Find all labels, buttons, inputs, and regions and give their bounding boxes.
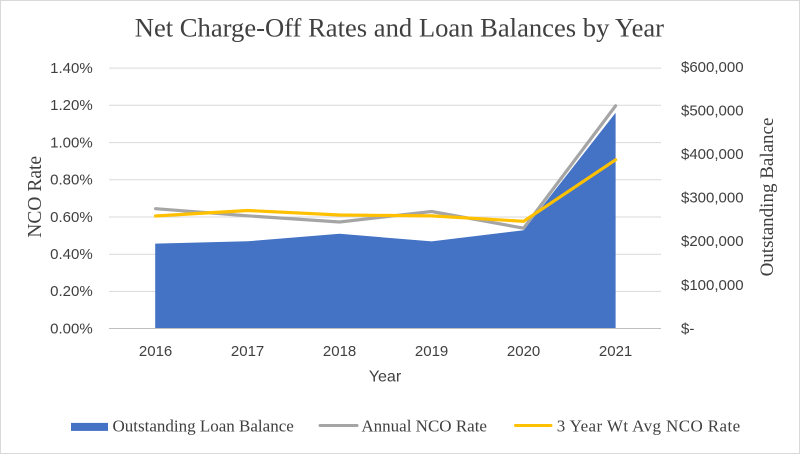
svg-text:3 Year Wt Avg NCO Rate: 3 Year Wt Avg NCO Rate	[557, 417, 741, 436]
svg-text:Outstanding Loan Balance: Outstanding Loan Balance	[113, 417, 294, 436]
svg-text:$300,000: $300,000	[681, 190, 744, 207]
svg-text:Outstanding Balance: Outstanding Balance	[757, 118, 778, 277]
svg-text:2017: 2017	[231, 343, 264, 360]
svg-text:2021: 2021	[599, 343, 632, 360]
svg-text:2018: 2018	[323, 343, 356, 360]
svg-text:0.40%: 0.40%	[50, 246, 93, 263]
svg-text:$200,000: $200,000	[681, 233, 744, 250]
svg-text:1.40%: 1.40%	[50, 60, 93, 77]
svg-text:Year: Year	[369, 369, 402, 386]
svg-text:NCO Rate: NCO Rate	[25, 156, 46, 238]
svg-text:Net Charge-Off Rates and Loan: Net Charge-Off Rates and Loan Balances b…	[135, 13, 664, 43]
svg-text:0.20%: 0.20%	[50, 283, 93, 300]
svg-text:$400,000: $400,000	[681, 146, 744, 163]
svg-text:$600,000: $600,000	[681, 59, 744, 76]
svg-text:2019: 2019	[415, 343, 448, 360]
svg-text:0.00%: 0.00%	[50, 320, 93, 337]
svg-text:$-: $-	[681, 320, 694, 337]
svg-text:$100,000: $100,000	[681, 277, 744, 294]
svg-text:2020: 2020	[507, 343, 540, 360]
svg-text:Annual NCO Rate: Annual NCO Rate	[361, 417, 487, 436]
svg-text:2016: 2016	[139, 343, 172, 360]
svg-text:1.00%: 1.00%	[50, 134, 93, 151]
svg-text:0.80%: 0.80%	[50, 172, 93, 189]
svg-text:1.20%: 1.20%	[50, 97, 93, 114]
svg-text:0.60%: 0.60%	[50, 209, 93, 226]
svg-text:$500,000: $500,000	[681, 103, 744, 120]
